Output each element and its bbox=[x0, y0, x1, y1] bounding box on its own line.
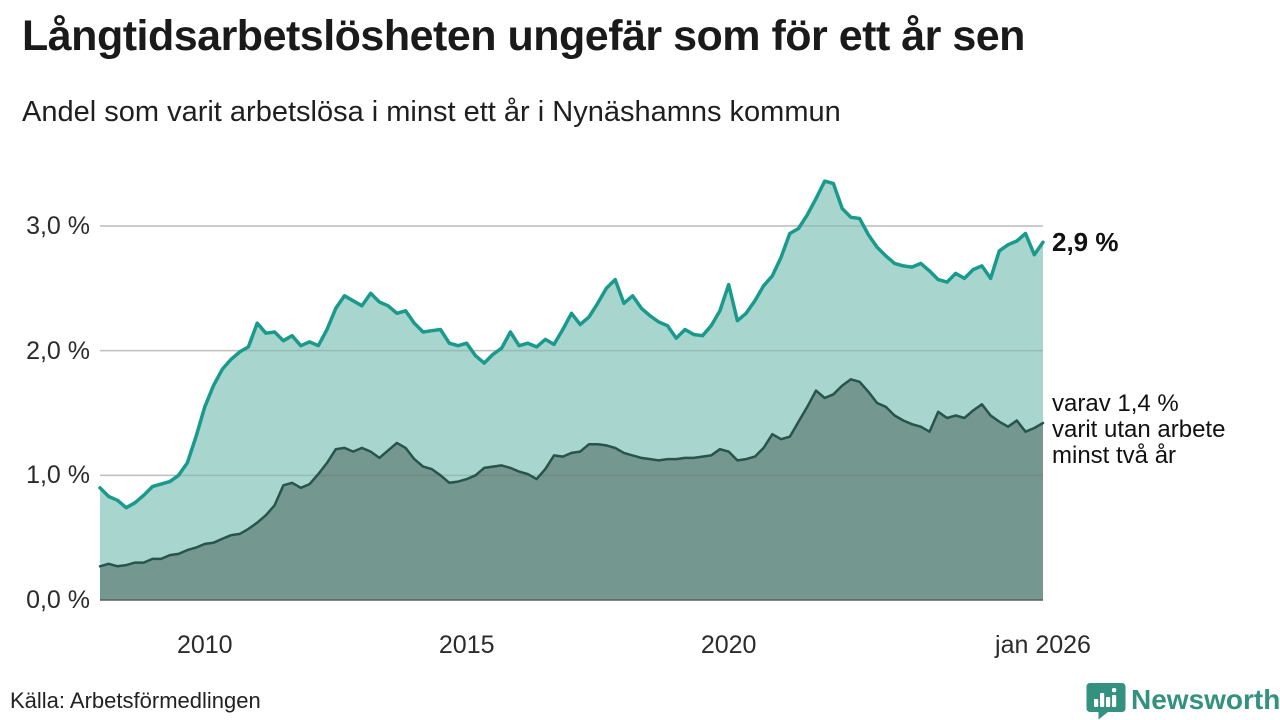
source-credit: Källa: Arbetsförmedlingen bbox=[10, 688, 261, 713]
y-tick-label: 2,0 % bbox=[26, 336, 90, 365]
x-tick-label: 2015 bbox=[438, 631, 495, 659]
secondary-annotation: varav 1,4 % varit utan arbete minst två … bbox=[1052, 391, 1225, 469]
line-two-year bbox=[98, 378, 1045, 568]
x-tick-label: jan 2026 bbox=[995, 631, 1091, 659]
x-tick-label: 2020 bbox=[700, 631, 757, 659]
y-tick-label: 0,0 % bbox=[26, 586, 90, 614]
line-total-one-year bbox=[98, 179, 1045, 510]
chart-title: Långtidsarbetslösheten ungefär som för e… bbox=[22, 12, 1025, 60]
secondary-annotation-line1: varav 1,4 % bbox=[1052, 390, 1179, 417]
end-value-annotation: 2,9 % bbox=[1052, 227, 1119, 257]
newsworthy-wordmark[interactable]: Newsworthy bbox=[1131, 684, 1280, 715]
y-tick-label: 3,0 % bbox=[26, 212, 90, 240]
secondary-annotation-line2: varit utan arbete bbox=[1052, 416, 1226, 443]
gridlines-over bbox=[100, 225, 1043, 477]
x-tick-label: 2010 bbox=[176, 631, 233, 659]
newsworthy-logo-icon[interactable] bbox=[1086, 682, 1126, 720]
chart-subtitle: Andel som varit arbetslösa i minst ett å… bbox=[22, 96, 841, 128]
y-tick-label: 1,0 % bbox=[26, 461, 90, 490]
area-two-year bbox=[100, 379, 1043, 600]
secondary-annotation-line3: minst två år bbox=[1052, 442, 1177, 469]
